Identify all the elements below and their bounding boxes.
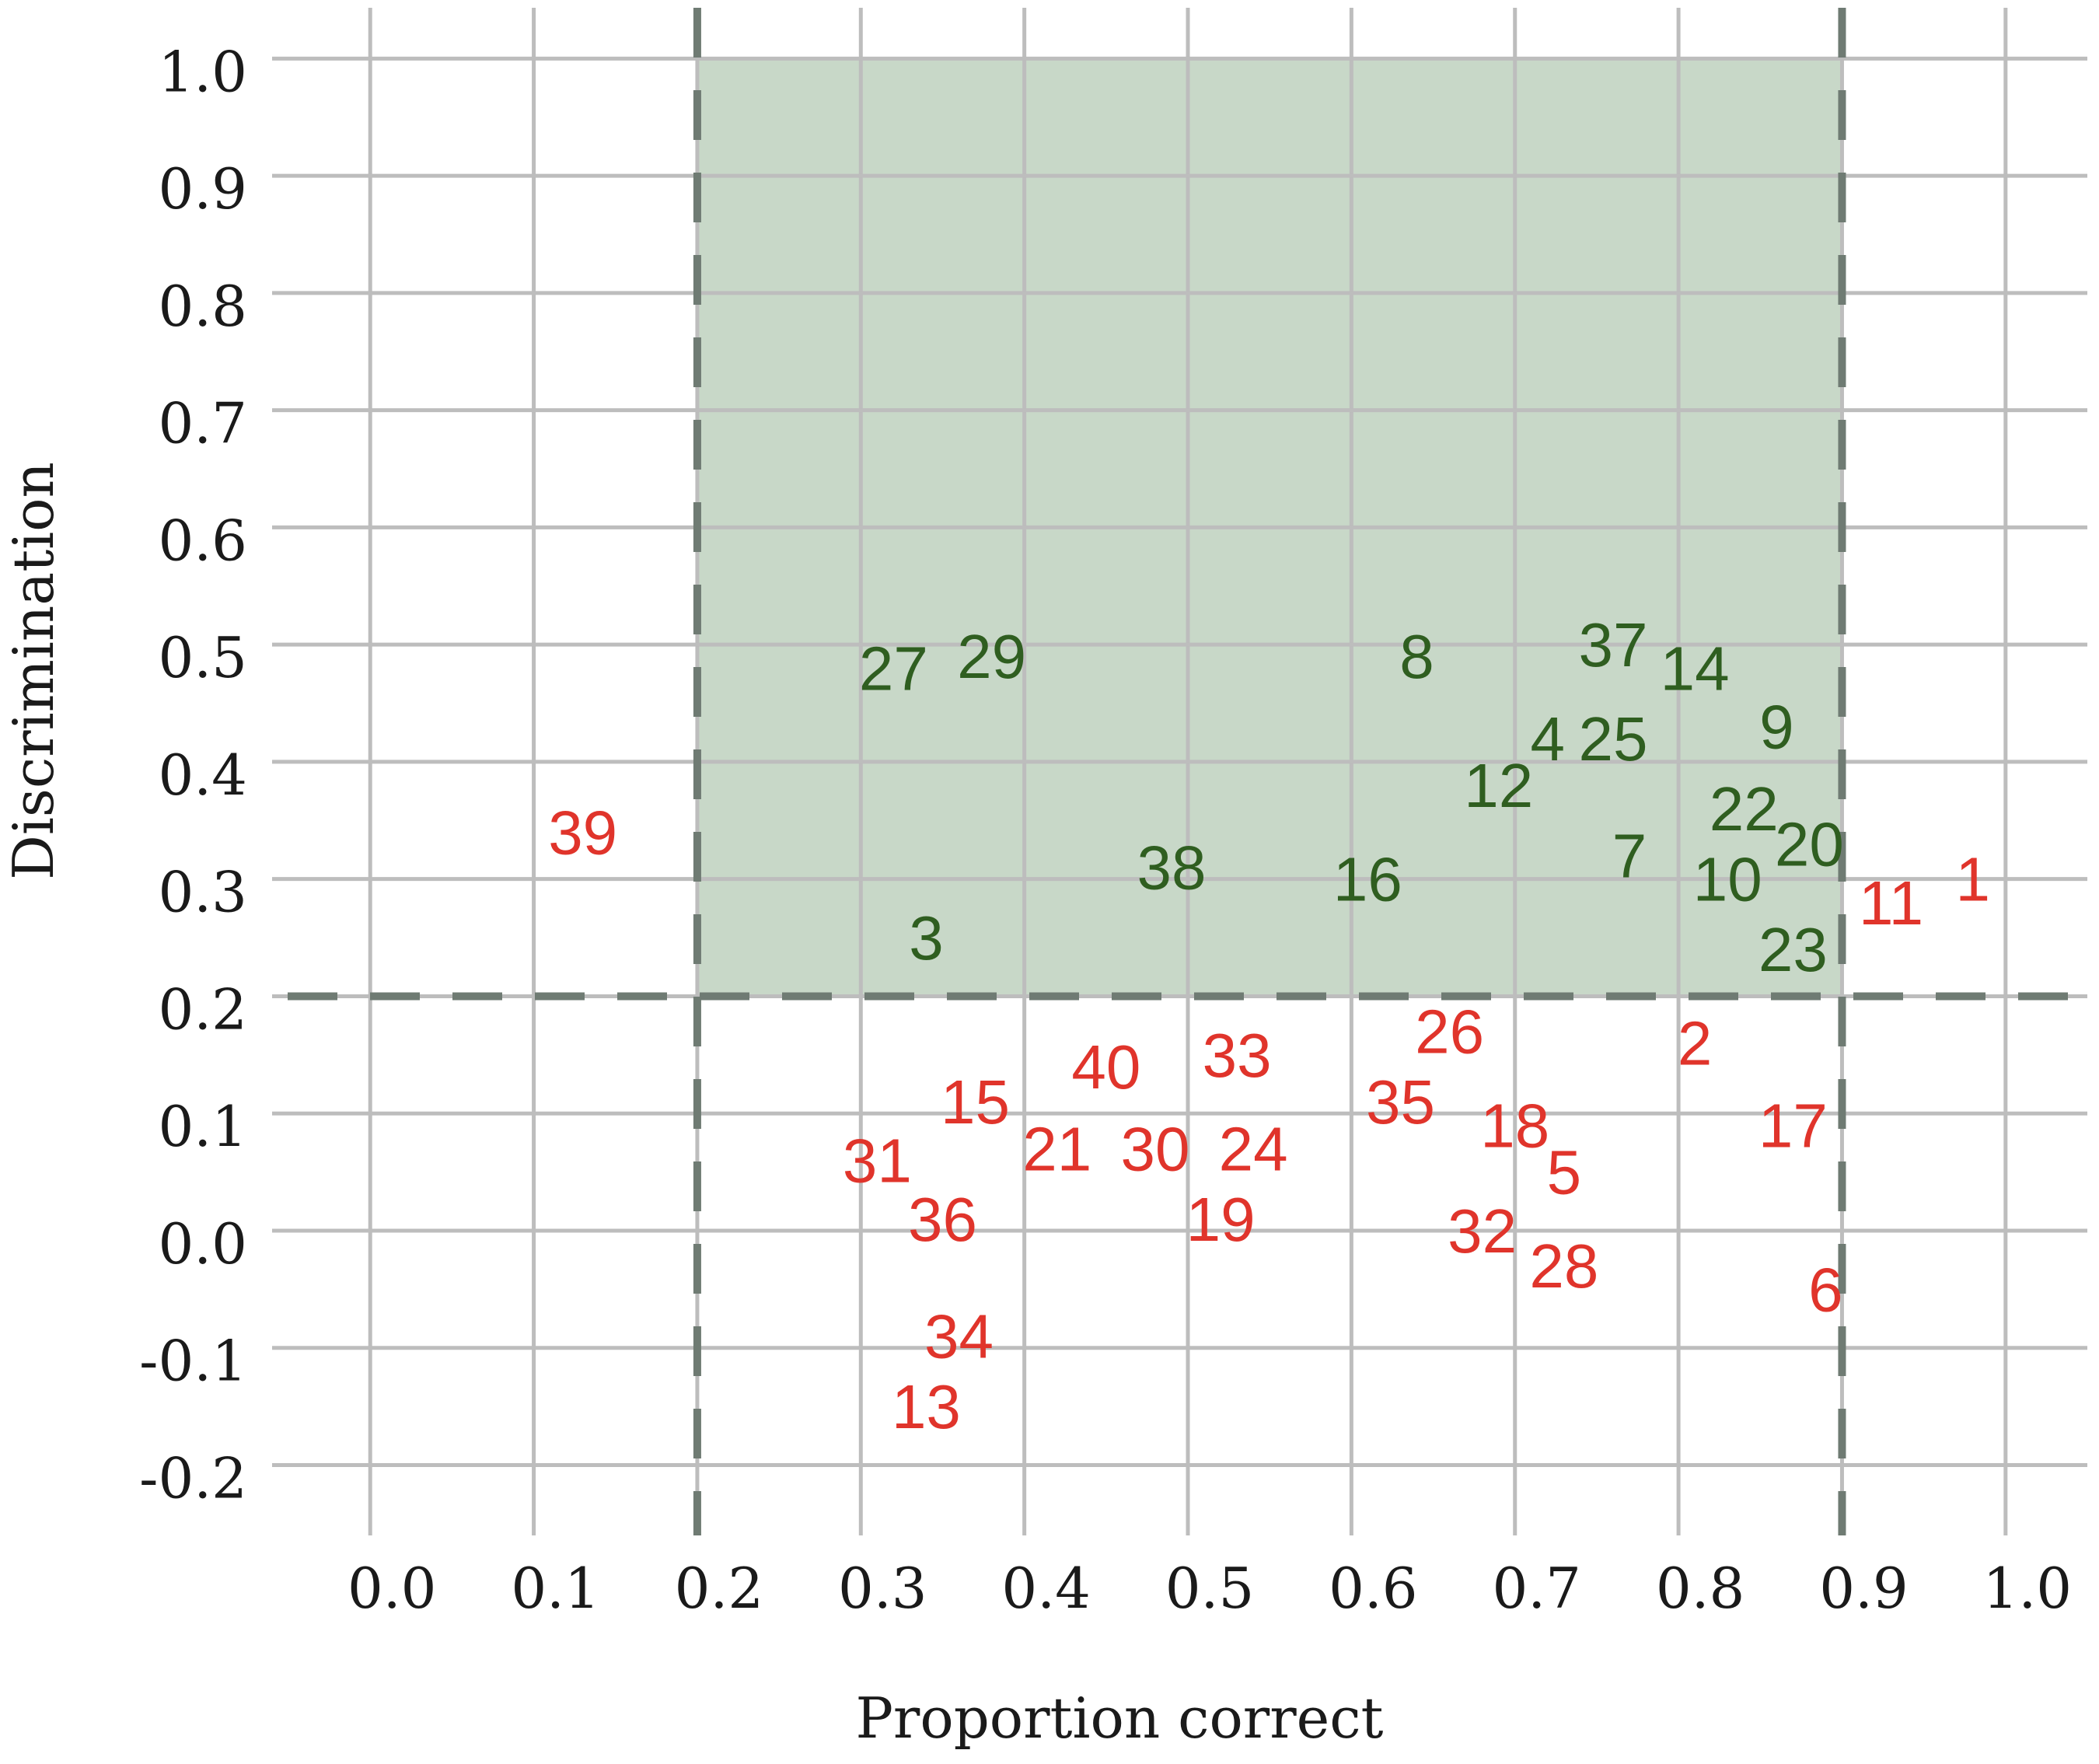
item-point-24: 24: [1219, 1114, 1288, 1183]
item-point-9: 9: [1759, 693, 1794, 762]
y-tick-label: 0.3: [158, 860, 247, 925]
item-point-7: 7: [1612, 822, 1647, 891]
y-tick-label: 0.7: [158, 391, 247, 456]
item-point-14: 14: [1661, 634, 1730, 703]
y-tick-label: -0.2: [139, 1445, 247, 1511]
item-point-29: 29: [957, 622, 1026, 691]
item-point-19: 19: [1186, 1185, 1256, 1254]
item-point-16: 16: [1333, 845, 1402, 914]
item-point-15: 15: [941, 1067, 1010, 1137]
item-point-10: 10: [1693, 845, 1762, 914]
x-tick-label: 0.8: [1656, 1556, 1745, 1621]
x-tick-label: 0.1: [511, 1556, 600, 1621]
item-point-27: 27: [859, 634, 928, 703]
item-point-4: 4: [1531, 704, 1566, 774]
item-point-8: 8: [1399, 622, 1434, 691]
x-tick-label: 0.0: [348, 1556, 437, 1621]
y-tick-label: 0.2: [158, 976, 247, 1042]
y-tick-label: -0.1: [139, 1329, 247, 1394]
x-axis-ticks: 0.0 0.1 0.2 0.3 0.4 0.5 0.6 0.7 0.8 0.9 1.0: [348, 1556, 2072, 1621]
item-point-25: 25: [1578, 704, 1647, 774]
item-point-30: 30: [1120, 1114, 1189, 1183]
x-tick-label: 0.5: [1165, 1556, 1255, 1621]
item-point-37: 37: [1578, 610, 1647, 679]
item-point-39: 39: [548, 798, 617, 867]
x-tick-label: 0.9: [1819, 1556, 1909, 1621]
x-tick-label: 0.6: [1329, 1556, 1418, 1621]
item-point-5: 5: [1547, 1138, 1582, 1207]
y-axis-title: Discrimination: [1, 462, 66, 880]
item-point-13: 13: [892, 1372, 961, 1441]
x-tick-label: 1.0: [1983, 1556, 2073, 1621]
item-point-36: 36: [908, 1185, 977, 1254]
item-point-31: 31: [843, 1127, 912, 1196]
y-tick-label: 1.0: [158, 39, 247, 104]
item-point-22: 22: [1710, 774, 1779, 844]
item-point-33: 33: [1203, 1021, 1272, 1090]
y-tick-label: 0.4: [158, 742, 247, 808]
item-point-35: 35: [1366, 1067, 1435, 1137]
item-point-21: 21: [1022, 1114, 1091, 1183]
y-tick-label: 0.6: [158, 508, 247, 573]
item-point-23: 23: [1758, 915, 1828, 984]
item-point-17: 17: [1758, 1091, 1828, 1160]
item-point-11: 11: [1859, 868, 1923, 938]
item-point-28: 28: [1529, 1231, 1598, 1301]
item-point-2: 2: [1678, 1009, 1713, 1078]
item-point-1: 1: [1955, 845, 1990, 914]
y-axis-ticks: 1.0 0.9 0.8 0.7 0.6 0.5 0.4 0.3 0.2 0.1 0.0 -0.1 -0.…: [139, 39, 247, 1511]
item-point-12: 12: [1464, 751, 1533, 820]
item-point-20: 20: [1775, 809, 1844, 879]
x-tick-label: 0.7: [1492, 1556, 1581, 1621]
item-point-18: 18: [1480, 1091, 1549, 1160]
threshold-lines: [288, 8, 2087, 1535]
x-axis-title: Proportion correct: [855, 1685, 1383, 1751]
item-point-32: 32: [1448, 1196, 1517, 1266]
item-point-34: 34: [924, 1302, 994, 1371]
x-tick-label: 0.2: [675, 1556, 764, 1621]
y-tick-label: 0.8: [158, 274, 247, 339]
y-tick-label: 0.0: [158, 1211, 247, 1277]
x-tick-label: 0.4: [1001, 1556, 1091, 1621]
y-tick-label: 0.1: [158, 1094, 247, 1159]
item-point-26: 26: [1415, 997, 1484, 1067]
item-point-40: 40: [1071, 1032, 1140, 1102]
item-point-6: 6: [1808, 1255, 1843, 1324]
item-point-38: 38: [1137, 833, 1206, 903]
item-point-3: 3: [909, 903, 944, 973]
y-tick-label: 0.5: [158, 625, 247, 690]
x-tick-label: 0.3: [838, 1556, 927, 1621]
grid-lines: [272, 8, 2087, 1535]
y-tick-label: 0.9: [158, 156, 247, 222]
